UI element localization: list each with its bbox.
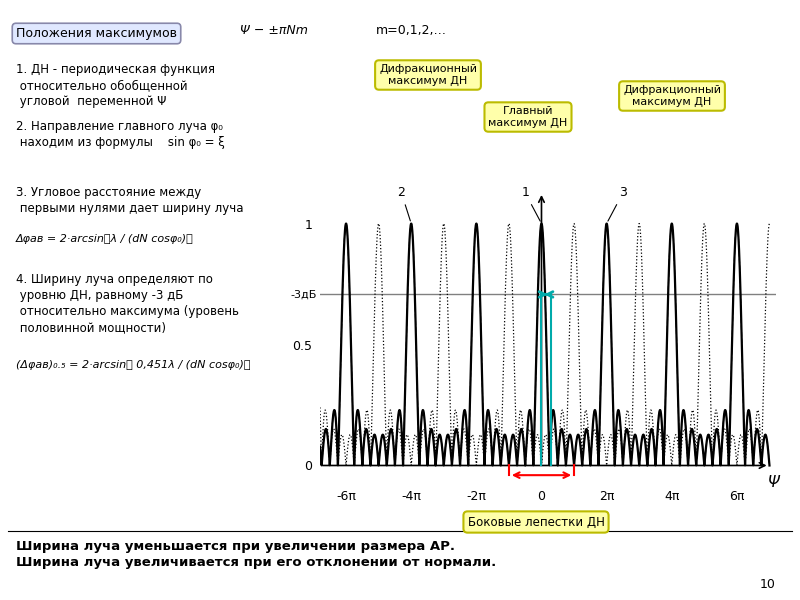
Text: угловой  переменной Ψ: угловой переменной Ψ [16, 95, 166, 109]
Text: половинной мощности): половинной мощности) [16, 322, 166, 335]
Text: 1. ДН - периодическая функция: 1. ДН - периодическая функция [16, 63, 215, 76]
Text: Ширина луча уменьшается при увеличении размера АР.: Ширина луча уменьшается при увеличении р… [16, 540, 455, 553]
Text: относительно обобщенной: относительно обобщенной [16, 79, 188, 92]
Text: Δφав = 2·arcsin（λ / (dN cosφ₀)）: Δφав = 2·arcsin（λ / (dN cosφ₀)） [16, 234, 194, 244]
Text: 3. Угловое расстояние между: 3. Угловое расстояние между [16, 186, 202, 199]
Text: Ширина луча увеличивается при его отклонении от нормали.: Ширина луча увеличивается при его отклон… [16, 556, 496, 569]
Text: Положения максимумов: Положения максимумов [16, 27, 177, 40]
Text: 1: 1 [522, 187, 540, 221]
Text: Ψ − ±πNm: Ψ − ±πNm [240, 24, 308, 37]
Text: m=0,1,2,…: m=0,1,2,… [376, 24, 447, 37]
Text: находим из формулы    sin φ₀ = ξ: находим из формулы sin φ₀ = ξ [16, 136, 225, 149]
Text: Дифракционный
максимум ДН: Дифракционный максимум ДН [623, 85, 721, 107]
Text: 10: 10 [760, 578, 776, 591]
Text: Ψ: Ψ [766, 475, 778, 490]
Text: относительно максимума (уровень: относительно максимума (уровень [16, 305, 239, 319]
Text: первыми нулями дает ширину луча: первыми нулями дает ширину луча [16, 202, 243, 215]
Text: Главный
максимум ДН: Главный максимум ДН [488, 106, 568, 128]
Text: -3дБ: -3дБ [290, 289, 317, 299]
Text: Боковые лепестки ДН: Боковые лепестки ДН [467, 515, 605, 529]
Text: 2: 2 [398, 187, 410, 221]
Text: уровню ДН, равному -3 дБ: уровню ДН, равному -3 дБ [16, 289, 183, 302]
Text: Дифракционный
максимум ДН: Дифракционный максимум ДН [379, 64, 477, 86]
Text: 2. Направление главного луча φ₀: 2. Направление главного луча φ₀ [16, 120, 223, 133]
Text: (Δφав)₀.₅ = 2·arcsin（ 0,451λ / (dN cosφ₀)）: (Δφав)₀.₅ = 2·arcsin（ 0,451λ / (dN cosφ₀… [16, 360, 250, 370]
Text: 3: 3 [608, 187, 627, 221]
Text: 4. Ширину луча определяют по: 4. Ширину луча определяют по [16, 273, 213, 286]
